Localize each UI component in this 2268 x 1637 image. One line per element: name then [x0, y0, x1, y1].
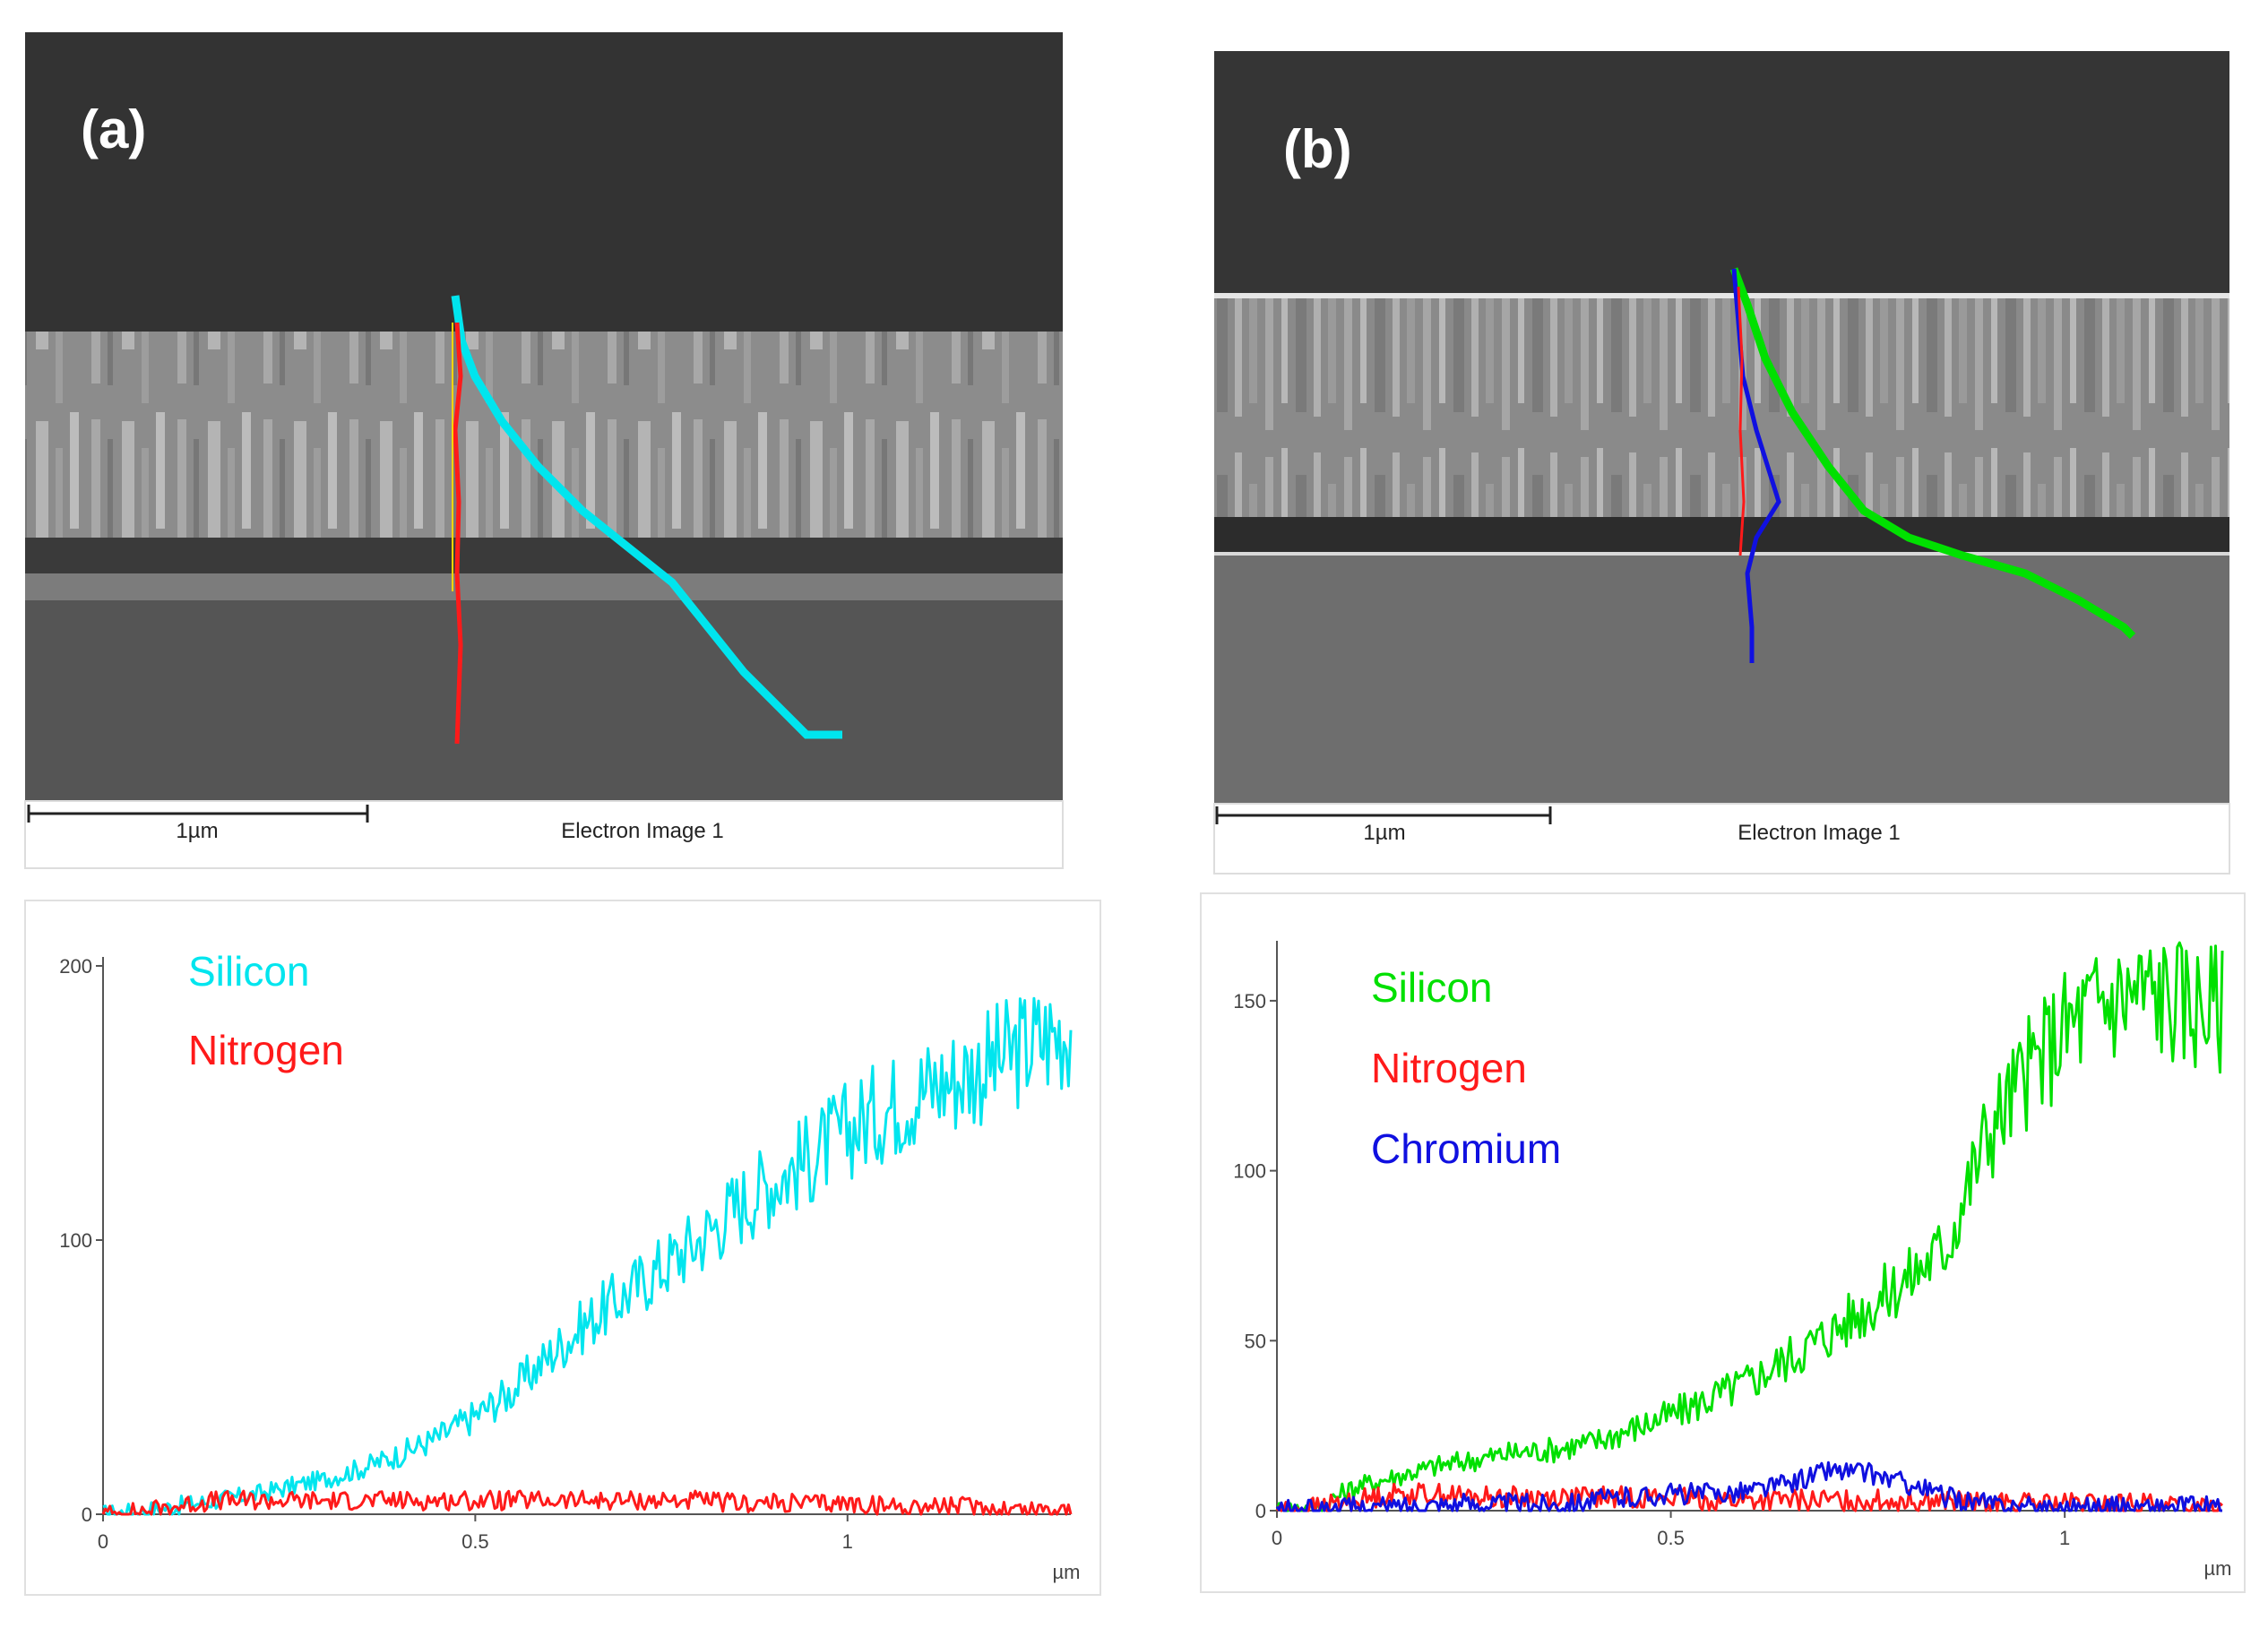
image-caption-a: Electron Image 1 [561, 819, 723, 843]
sem-b-dark-interlayer [1214, 517, 2229, 553]
sem-b-silicon-linescan [1729, 267, 2136, 640]
sem-a-substrate [25, 600, 1063, 801]
x-tick-label: 1 [2059, 1527, 2070, 1549]
sem-b-nitrogen-linescan [1737, 286, 1746, 556]
legend-chromium: Chromium [1371, 1125, 1561, 1172]
sem-a-dark-interlayer [25, 538, 1063, 573]
y-tick-label: 100 [1233, 1160, 1266, 1183]
sem-a-nitrogen-linescan [453, 322, 463, 745]
sem-b-columnar-layer [1214, 293, 2229, 517]
y-tick-label: 0 [82, 1503, 92, 1526]
x-axis-label: µm [1052, 1561, 1080, 1583]
sem-a-thin-band [25, 573, 1063, 600]
x-tick-label: 1 [842, 1530, 853, 1553]
x-tick-label: 0.5 [461, 1530, 489, 1553]
panel-label-b: (b) [1283, 119, 1352, 179]
scale-bar-label-a: 1µm [176, 819, 218, 843]
sem-a-columnar-layer [25, 332, 1063, 538]
legend-silicon: Silicon [1371, 964, 1493, 1011]
image-caption-b: Electron Image 1 [1738, 821, 1900, 845]
panel-label-a: (a) [81, 99, 146, 159]
scale-bar-label-b: 1µm [1363, 821, 1405, 845]
legend-silicon: Silicon [188, 948, 310, 995]
series-line-silicon [1275, 941, 2224, 1512]
sem-image-a [25, 32, 1063, 801]
legend-nitrogen: Nitrogen [1371, 1045, 1527, 1091]
legend-nitrogen: Nitrogen [188, 1027, 344, 1073]
x-axis-label: µm [2203, 1557, 2231, 1580]
series-line-nitrogen [1275, 1482, 2223, 1512]
scale-bar-b [1215, 806, 1552, 824]
scale-bar-a [27, 805, 369, 823]
chart-a-frame [24, 900, 1101, 1596]
x-tick-label: 0.5 [1657, 1527, 1685, 1549]
y-tick-label: 50 [1245, 1330, 1266, 1352]
sem-image-b [1214, 51, 2229, 804]
x-tick-label: 0 [1272, 1527, 1282, 1549]
y-tick-label: 150 [1233, 990, 1266, 1012]
series-line-silicon [102, 996, 1073, 1516]
chart-b-frame [1200, 892, 2246, 1593]
y-tick-label: 200 [59, 955, 92, 978]
x-tick-label: 0 [98, 1530, 108, 1553]
chart-a: 0 100 200 0 0.5 1 µm Silicon Nitrogen [59, 948, 1080, 1583]
chart-b: 0 50 100 150 0 0.5 1 µm Silicon Nitrogen Chromium [1233, 941, 2232, 1580]
series-line-nitrogen [101, 1489, 1073, 1516]
sem-b-substrate [1214, 556, 2229, 804]
sem-a-silicon-linescan [451, 295, 842, 739]
y-tick-label: 0 [1255, 1500, 1266, 1522]
y-tick-label: 100 [59, 1229, 92, 1252]
series-line-chromium [1275, 1460, 2223, 1512]
